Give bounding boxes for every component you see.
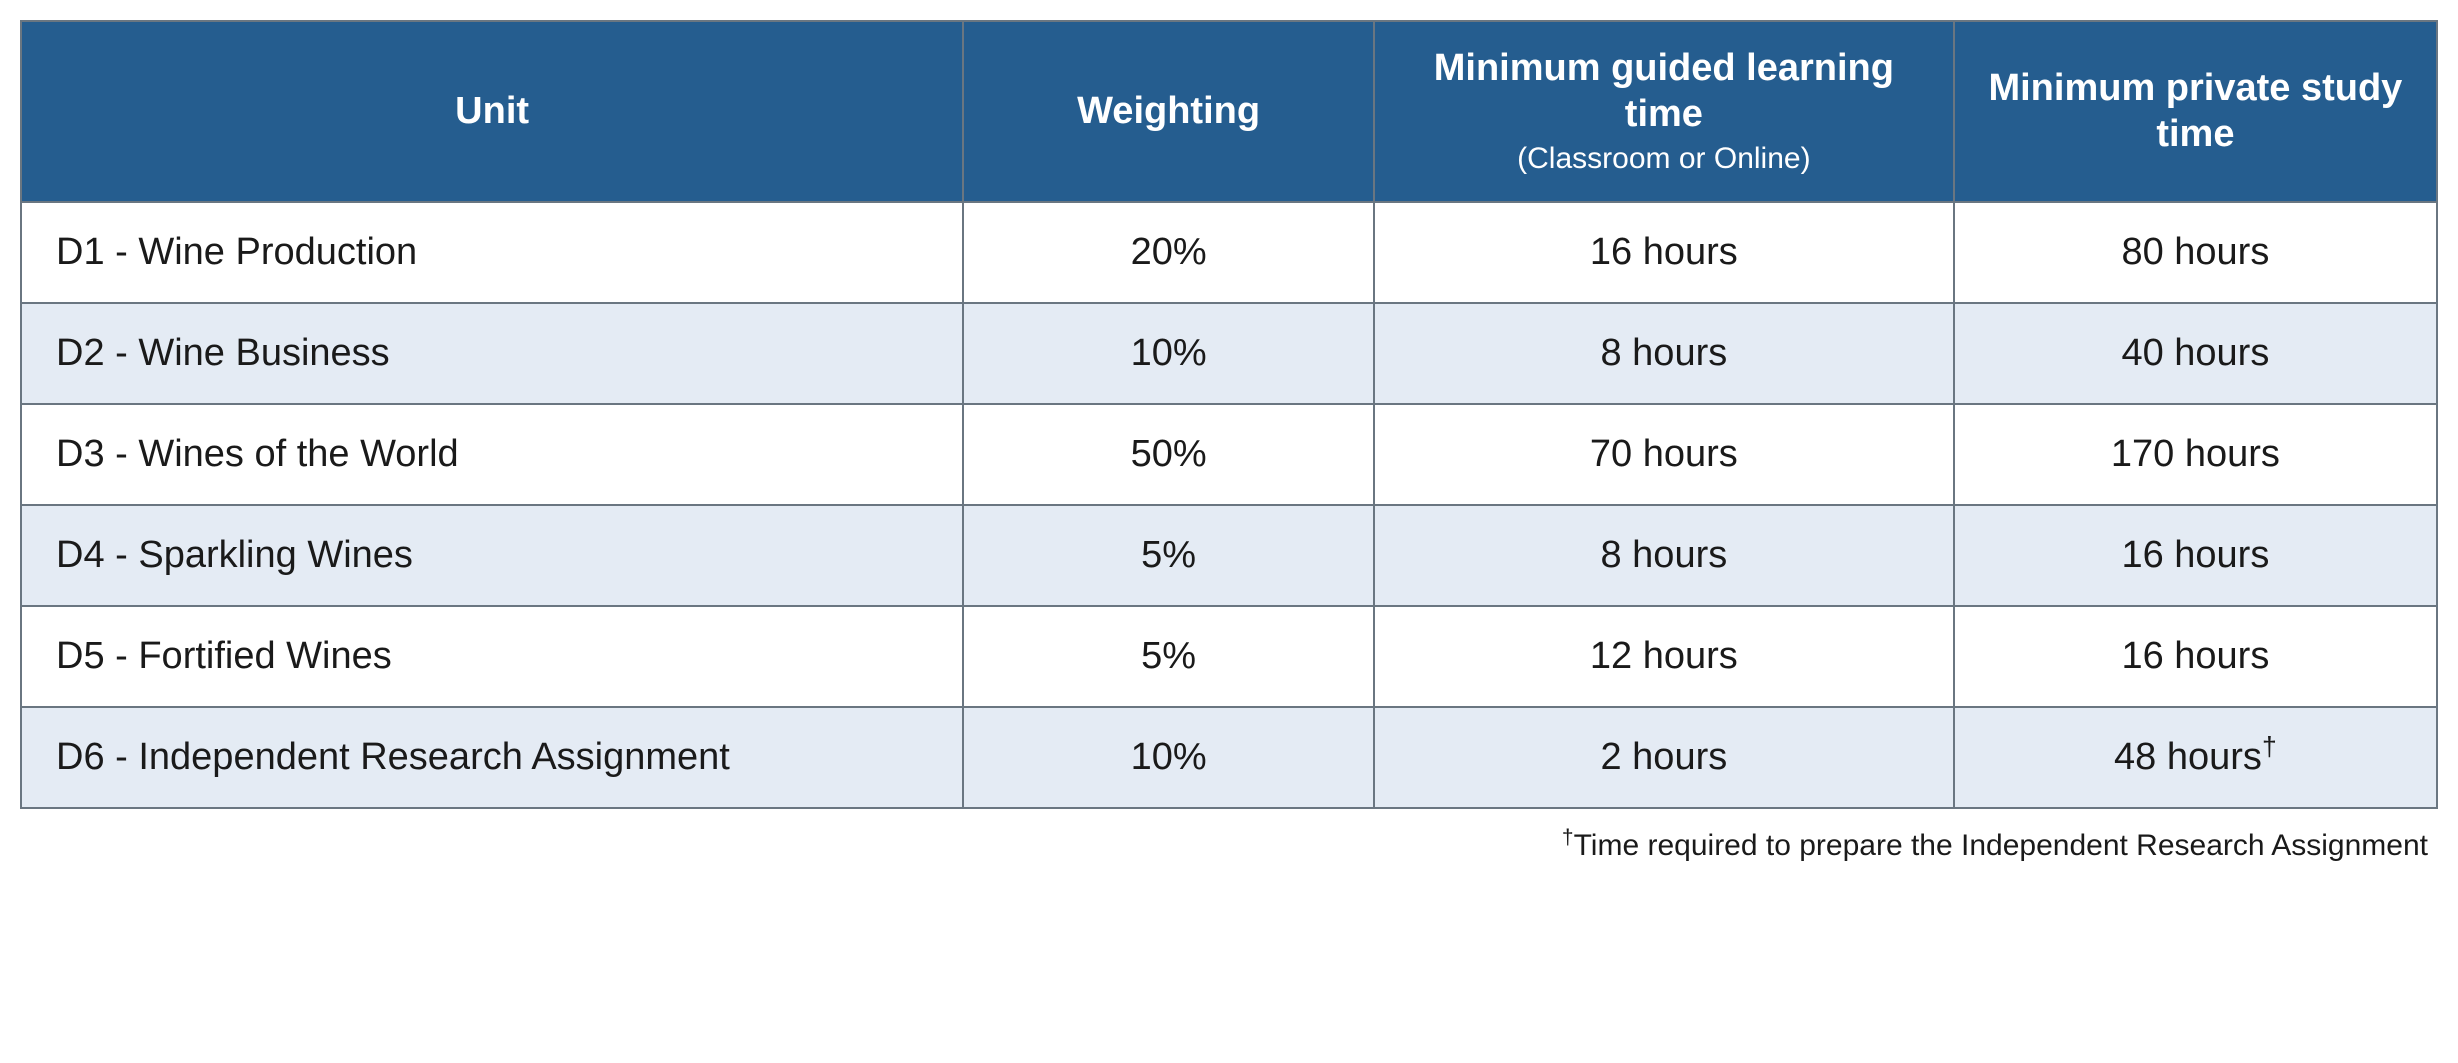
cell-weighting: 10% <box>963 303 1374 404</box>
cell-private-value: 16 hours <box>2121 635 2269 677</box>
cell-weighting: 10% <box>963 707 1374 808</box>
study-units-table: Unit Weighting Minimum guided learning t… <box>20 20 2438 809</box>
cell-private: 16 hours <box>1954 505 2437 606</box>
cell-guided: 16 hours <box>1374 202 1954 303</box>
header-guided: Minimum guided learning time (Classroom … <box>1374 21 1954 202</box>
cell-weighting: 20% <box>963 202 1374 303</box>
cell-unit: D3 - Wines of the World <box>21 404 963 505</box>
cell-unit: D1 - Wine Production <box>21 202 963 303</box>
cell-unit: D4 - Sparkling Wines <box>21 505 963 606</box>
cell-guided: 8 hours <box>1374 505 1954 606</box>
header-guided-sublabel: (Classroom or Online) <box>1395 141 1933 177</box>
cell-unit: D5 - Fortified Wines <box>21 606 963 707</box>
cell-private: 80 hours <box>1954 202 2437 303</box>
table-row: D4 - Sparkling Wines5%8 hours 16 hours <box>21 505 2437 606</box>
cell-private-value: 170 hours <box>2111 433 2280 475</box>
cell-guided: 70 hours <box>1374 404 1954 505</box>
cell-weighting: 5% <box>963 606 1374 707</box>
table-row: D1 - Wine Production20%16 hours 80 hours <box>21 202 2437 303</box>
dagger-icon: † <box>2262 732 2277 762</box>
cell-private-value: 80 hours <box>2121 231 2269 273</box>
cell-weighting: 50% <box>963 404 1374 505</box>
cell-guided: 2 hours <box>1374 707 1954 808</box>
cell-private: 48 hours† <box>1954 707 2437 808</box>
header-weighting-label: Weighting <box>1077 90 1260 132</box>
cell-private: 16 hours <box>1954 606 2437 707</box>
table-row: D2 - Wine Business10%8 hours 40 hours <box>21 303 2437 404</box>
cell-guided: 12 hours <box>1374 606 1954 707</box>
table-row: D5 - Fortified Wines5%12 hours 16 hours <box>21 606 2437 707</box>
header-unit-label: Unit <box>455 90 529 132</box>
cell-unit: D2 - Wine Business <box>21 303 963 404</box>
table-body: D1 - Wine Production20%16 hours80 hoursD… <box>21 202 2437 808</box>
cell-private-value: 16 hours <box>2121 534 2269 576</box>
footnote-text: Time required to prepare the Independent… <box>1574 829 2428 862</box>
footnote-dagger-icon: † <box>1562 826 1574 849</box>
cell-private-value: 48 hours <box>2114 736 2262 778</box>
footnote: †Time required to prepare the Independen… <box>20 829 2438 863</box>
table-row: D3 - Wines of the World50%70 hours 170 ho… <box>21 404 2437 505</box>
cell-private: 170 hours <box>1954 404 2437 505</box>
table-row: D6 - Independent Research Assignment10%2… <box>21 707 2437 808</box>
header-private: Minimum private study time <box>1954 21 2437 202</box>
header-unit: Unit <box>21 21 963 202</box>
cell-private-value: 40 hours <box>2121 332 2269 374</box>
header-private-label: Minimum private study time <box>1988 67 2402 155</box>
cell-weighting: 5% <box>963 505 1374 606</box>
cell-private: 40 hours <box>1954 303 2437 404</box>
header-weighting: Weighting <box>963 21 1374 202</box>
header-row: Unit Weighting Minimum guided learning t… <box>21 21 2437 202</box>
cell-guided: 8 hours <box>1374 303 1954 404</box>
cell-unit: D6 - Independent Research Assignment <box>21 707 963 808</box>
table-head: Unit Weighting Minimum guided learning t… <box>21 21 2437 202</box>
header-guided-label: Minimum guided learning time <box>1434 47 1894 135</box>
